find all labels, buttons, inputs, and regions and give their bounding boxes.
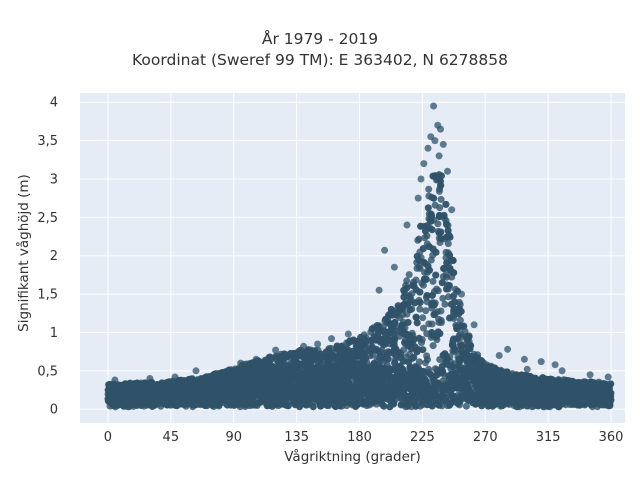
data-points xyxy=(104,102,615,411)
data-point xyxy=(429,342,437,350)
data-point xyxy=(442,220,450,228)
data-point xyxy=(428,320,436,328)
data-point xyxy=(403,277,411,285)
chart-title: År 1979 - 2019 xyxy=(261,30,379,48)
data-point xyxy=(419,281,427,289)
data-point xyxy=(456,316,464,324)
data-point xyxy=(429,277,437,285)
chart-subtitle: Koordinat (Sweref 99 TM): E 363402, N 62… xyxy=(132,51,508,69)
data-point xyxy=(433,285,441,293)
data-point xyxy=(461,327,469,335)
data-point xyxy=(437,316,445,324)
data-point xyxy=(431,201,439,209)
data-point xyxy=(415,235,423,243)
data-point xyxy=(419,314,427,322)
data-point xyxy=(425,185,433,193)
data-point xyxy=(415,358,423,366)
data-point xyxy=(420,324,427,332)
data-point xyxy=(424,356,431,364)
data-point xyxy=(439,294,447,302)
data-point xyxy=(444,240,452,248)
data-point xyxy=(405,271,413,279)
data-point xyxy=(437,195,445,203)
data-point xyxy=(427,256,435,264)
data-point xyxy=(366,364,374,371)
data-point xyxy=(442,271,450,279)
data-point xyxy=(422,307,430,315)
data-point xyxy=(415,263,423,271)
data-point xyxy=(441,300,449,308)
data-point xyxy=(462,402,470,410)
data-point xyxy=(435,187,443,195)
data-point xyxy=(444,293,452,301)
data-point xyxy=(416,305,424,313)
data-point xyxy=(437,307,445,315)
